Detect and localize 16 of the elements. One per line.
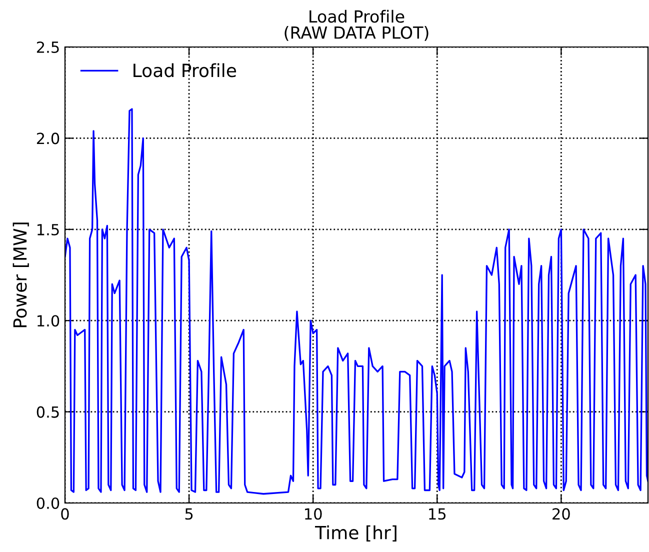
legend-label: Load Profile [134, 63, 236, 78]
y-tick-label: 0.0 [36, 497, 60, 510]
y-tick-label: 0.5 [36, 406, 59, 418]
y-axis-title: Power [MW] [12, 222, 29, 328]
x-axis-title: Time [hr] [315, 525, 396, 542]
y-tick-label: 2.0 [36, 132, 60, 144]
line-series [65, 108, 648, 495]
y-tick-label: 2.5 [36, 41, 59, 54]
x-tick-label: 15 [429, 508, 446, 520]
x-tick-label: 20 [552, 508, 570, 520]
y-tick-label: 1.5 [38, 224, 59, 236]
y-tick-label: 1.0 [38, 315, 60, 327]
x-tick-label: 5 [185, 508, 193, 520]
x-tick-label: 10 [305, 508, 322, 520]
chart-title: Load Profile (RAW DATA PLOT) [284, 10, 428, 41]
x-tick-label: 0 [61, 508, 69, 520]
